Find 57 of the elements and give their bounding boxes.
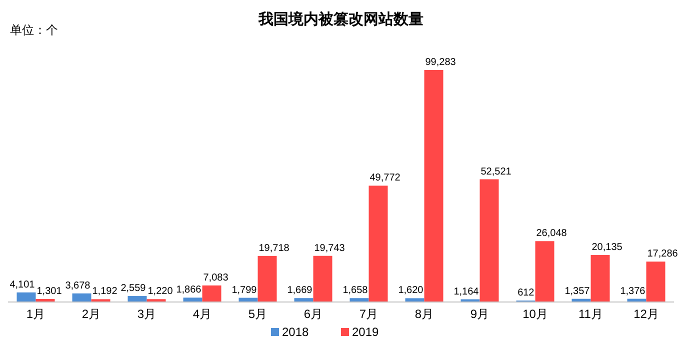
x-tick-label: 10月: [522, 307, 548, 321]
bar: [16, 292, 36, 302]
data-label: 1,866: [176, 284, 202, 296]
bar: [128, 296, 147, 302]
data-label: 1,799: [232, 284, 258, 296]
bar: [258, 256, 277, 302]
x-tick-label: 5月: [248, 307, 268, 321]
x-tick-label: 2月: [82, 307, 101, 321]
data-label: 4,101: [10, 279, 36, 290]
data-label: 1,658: [342, 285, 368, 296]
data-label: 49,772: [370, 172, 401, 184]
data-label: 3,678: [65, 280, 91, 292]
data-label: 1,220: [148, 286, 174, 298]
x-tick-label: 6月: [304, 307, 323, 321]
x-tick-label: 9月: [470, 307, 490, 321]
data-label: 1,669: [287, 285, 313, 296]
bar: [424, 70, 444, 302]
bar: [535, 241, 554, 302]
x-tick-label: 7月: [359, 307, 378, 321]
data-label: 99,283: [425, 57, 456, 68]
data-label: 1,357: [564, 286, 590, 297]
data-label: 1,376: [620, 286, 646, 297]
bar: [350, 298, 369, 302]
bar: [294, 298, 314, 302]
data-label: 2,559: [120, 283, 146, 294]
data-label: 7,083: [203, 272, 229, 284]
x-tick-label: 12月: [634, 307, 659, 321]
x-tick-label: 3月: [137, 307, 156, 321]
data-label: 612: [518, 288, 535, 299]
data-label: 1,301: [36, 286, 62, 297]
bar: [202, 285, 222, 302]
legend-label: 2019: [352, 325, 380, 339]
x-tick-label: 4月: [192, 307, 212, 321]
bar: [590, 254, 610, 302]
x-tick-label: 8月: [414, 307, 434, 321]
legend-label: 2018: [282, 325, 310, 339]
bar: [405, 298, 424, 302]
data-label: 19,743: [314, 242, 346, 254]
bar: [368, 186, 388, 302]
data-label: 1,164: [454, 286, 480, 298]
text: 单位：个: [10, 23, 58, 37]
data-label: 52,521: [480, 166, 512, 178]
bar: [313, 256, 332, 302]
x-tick-label: 11月: [578, 307, 603, 321]
data-label: 1,192: [92, 286, 118, 298]
bar: [646, 262, 666, 302]
data-label: 17,286: [647, 248, 678, 260]
bar: [480, 179, 499, 302]
data-label: 26,048: [536, 228, 568, 240]
bar: [91, 299, 110, 302]
bar: [183, 298, 202, 302]
bar: [72, 293, 92, 302]
data-label: 1,620: [398, 285, 424, 296]
x-tick-label: 1月: [26, 307, 46, 321]
data-label: 19,718: [258, 242, 290, 254]
chart-title: 我国境内被篡改网站数量: [258, 10, 424, 28]
data-label: 20,135: [592, 242, 623, 253]
